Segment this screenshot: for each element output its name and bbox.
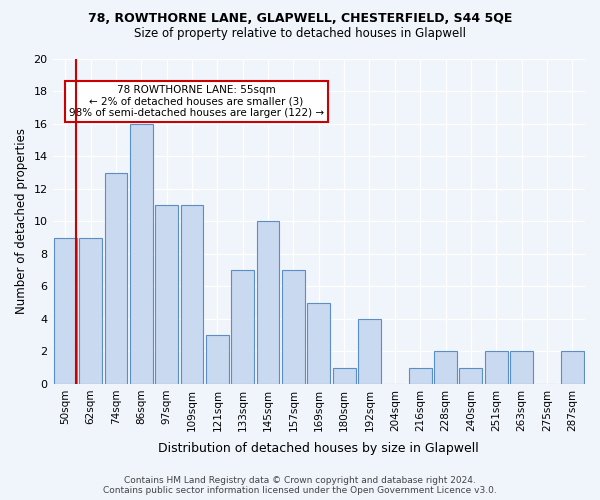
Text: Contains HM Land Registry data © Crown copyright and database right 2024.
Contai: Contains HM Land Registry data © Crown c… — [103, 476, 497, 495]
Bar — [130, 124, 152, 384]
Text: Size of property relative to detached houses in Glapwell: Size of property relative to detached ho… — [134, 28, 466, 40]
Bar — [104, 172, 127, 384]
Bar — [561, 352, 584, 384]
X-axis label: Distribution of detached houses by size in Glapwell: Distribution of detached houses by size … — [158, 442, 479, 455]
Bar — [206, 335, 229, 384]
Y-axis label: Number of detached properties: Number of detached properties — [15, 128, 28, 314]
Bar — [460, 368, 482, 384]
Bar — [79, 238, 102, 384]
Bar — [510, 352, 533, 384]
Bar — [434, 352, 457, 384]
Text: 78, ROWTHORNE LANE, GLAPWELL, CHESTERFIELD, S44 5QE: 78, ROWTHORNE LANE, GLAPWELL, CHESTERFIE… — [88, 12, 512, 26]
Bar — [358, 319, 381, 384]
Bar — [231, 270, 254, 384]
Bar — [485, 352, 508, 384]
Bar — [409, 368, 431, 384]
Bar — [155, 205, 178, 384]
Bar — [181, 205, 203, 384]
Bar — [54, 238, 77, 384]
Bar — [333, 368, 356, 384]
Bar — [257, 222, 280, 384]
Bar — [282, 270, 305, 384]
Bar — [307, 302, 330, 384]
Text: 78 ROWTHORNE LANE: 55sqm
← 2% of detached houses are smaller (3)
98% of semi-det: 78 ROWTHORNE LANE: 55sqm ← 2% of detache… — [69, 85, 324, 118]
